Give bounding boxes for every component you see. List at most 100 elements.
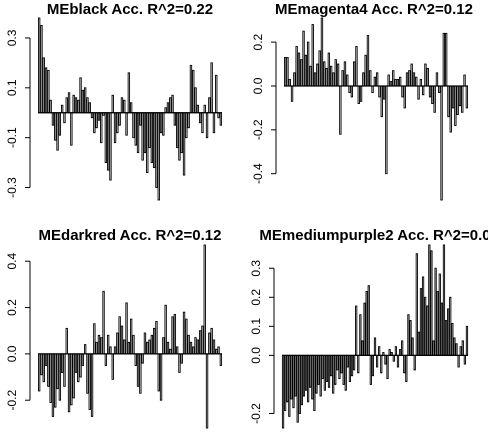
bar	[157, 112, 160, 201]
bar	[461, 85, 464, 113]
bar	[373, 337, 377, 356]
bar	[405, 354, 408, 382]
bar	[90, 112, 94, 119]
bar	[292, 354, 295, 409]
bar	[433, 85, 436, 113]
bar	[421, 276, 425, 356]
bar	[49, 353, 52, 403]
panel-medarkred: MEdarkred Acc. R^2=0.12 -0.2 0.0 0.2 0.4	[5, 227, 223, 429]
bar	[459, 346, 462, 356]
bar	[44, 67, 48, 114]
bar	[410, 63, 413, 87]
bar	[97, 112, 101, 121]
bar	[127, 72, 131, 114]
bar	[182, 112, 186, 176]
bar	[132, 112, 135, 139]
bar	[302, 354, 306, 397]
bar	[146, 112, 149, 174]
bar	[201, 112, 204, 134]
bar	[415, 253, 418, 356]
bar	[444, 32, 448, 87]
bar	[219, 112, 223, 126]
bar	[408, 70, 411, 87]
bar	[42, 57, 45, 114]
bar	[327, 354, 331, 388]
y-tick-label: -0.1	[5, 127, 19, 148]
bar	[407, 314, 410, 356]
bar	[88, 353, 91, 410]
bar	[389, 81, 393, 87]
bar	[164, 107, 167, 114]
bar	[417, 85, 420, 100]
bar	[187, 112, 190, 129]
bar	[313, 354, 316, 412]
bar	[334, 59, 337, 87]
bar	[40, 25, 43, 114]
bar	[394, 78, 397, 87]
bar	[113, 346, 117, 355]
bar	[109, 112, 112, 181]
bar	[369, 354, 372, 385]
bar	[54, 112, 57, 141]
bar	[219, 353, 223, 366]
y-tick-label: -0.2	[249, 403, 263, 424]
y-tick-label: 0.3	[249, 260, 263, 277]
bar	[100, 112, 103, 144]
bar	[300, 354, 303, 406]
bar	[116, 112, 119, 134]
bar	[155, 112, 158, 188]
bar	[306, 41, 310, 87]
bar	[215, 74, 218, 114]
bar	[311, 24, 314, 87]
bar	[350, 354, 354, 377]
bar	[424, 296, 427, 356]
y-tick-label: 0.2	[249, 289, 263, 306]
bar	[150, 334, 154, 355]
bar	[164, 304, 167, 355]
bar	[180, 112, 183, 154]
bar	[175, 346, 179, 355]
bar	[74, 353, 78, 373]
bar	[118, 112, 121, 126]
bar	[90, 353, 94, 417]
bar	[435, 72, 439, 87]
bar	[396, 78, 400, 87]
bar	[371, 354, 375, 377]
bar	[447, 308, 450, 356]
bar	[465, 85, 469, 109]
bar	[148, 112, 151, 149]
bar	[327, 52, 331, 87]
bar	[97, 334, 101, 355]
bar	[330, 354, 333, 377]
bar	[95, 112, 98, 129]
panel-title: MEblack Acc. R^2=0.22	[47, 1, 213, 18]
bar	[332, 354, 335, 394]
y-tick-label: -0.2	[251, 119, 265, 140]
bar	[304, 54, 308, 87]
y-tick-label: 0.4	[5, 253, 19, 270]
bar	[93, 112, 96, 134]
bar	[375, 354, 379, 368]
bar	[394, 346, 397, 356]
y-tick-label: -0.4	[251, 163, 265, 184]
bar	[451, 85, 455, 109]
bar	[111, 353, 114, 380]
bar	[431, 85, 434, 104]
bar	[189, 64, 193, 114]
bar	[419, 78, 423, 87]
bar	[81, 89, 85, 114]
bar	[212, 339, 216, 355]
bar	[70, 353, 73, 406]
y-tick-label: 0.2	[251, 33, 265, 50]
bar	[411, 337, 414, 356]
bar	[150, 112, 154, 164]
bar	[208, 332, 211, 355]
bar	[139, 353, 142, 394]
bar	[125, 302, 128, 355]
bar	[44, 353, 48, 366]
bar	[319, 354, 322, 397]
bar	[290, 354, 293, 400]
bar	[54, 353, 57, 408]
bar	[315, 354, 318, 394]
